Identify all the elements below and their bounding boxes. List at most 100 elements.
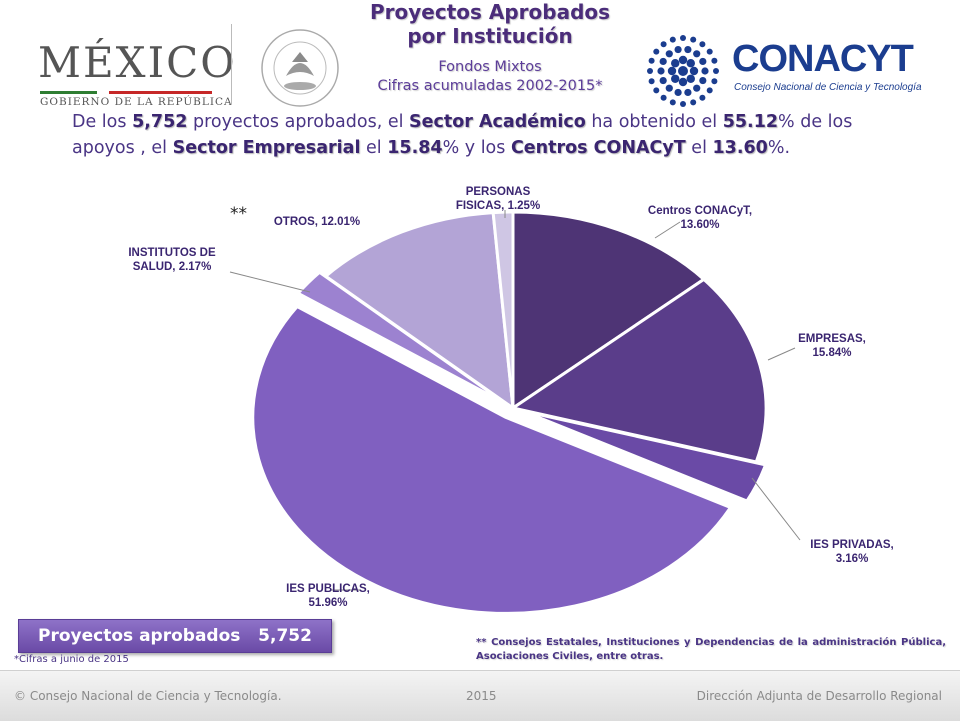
leader-line: [767, 347, 796, 361]
pie-slice: [323, 211, 515, 412]
conacyt-dots-icon: [647, 35, 719, 107]
pie-slice: [491, 210, 515, 409]
otros-footnote-marker: **: [230, 204, 247, 224]
summary-text: proyectos aprobados, el: [187, 112, 410, 132]
leader-line: [229, 271, 311, 293]
summary-highlight: Sector Empresarial: [172, 138, 361, 158]
conacyt-dot: [674, 45, 682, 54]
mexico-government-logo: MÉXICO GOBIERNO DE LA REPÚBLICA: [38, 38, 235, 108]
slice-label: PERSONAS FISICAS, 1.25%: [456, 186, 540, 212]
conacyt-dot: [678, 77, 688, 87]
conacyt-dot: [669, 99, 676, 106]
conacyt-dot: [653, 48, 660, 55]
conacyt-dot: [684, 45, 692, 54]
conacyt-dot: [701, 67, 709, 75]
conacyt-dot: [678, 66, 688, 76]
pie-slice: [511, 210, 707, 411]
data-date-note: *Cifras a junio de 2015: [14, 654, 129, 665]
conacyt-dot: [647, 68, 653, 74]
footnote-marker: **: [476, 637, 487, 648]
summary-text: % y los: [442, 138, 511, 158]
conacyt-dot: [690, 36, 697, 43]
conacyt-dot: [669, 36, 676, 43]
footer-bar: © Consejo Nacional de Ciencia y Tecnolog…: [0, 670, 960, 721]
conacyt-dot: [648, 57, 655, 64]
logo-divider: [231, 24, 232, 104]
conacyt-dot: [665, 50, 673, 58]
total-value: 5,752: [258, 626, 312, 646]
summary-highlight: 55.12: [722, 112, 779, 132]
conacyt-dot: [706, 48, 713, 55]
conacyt-dot: [648, 78, 655, 85]
title-line-2: por Institución: [407, 24, 573, 48]
mexico-subtitle: GOBIERNO DE LA REPÚBLICA: [40, 96, 233, 108]
conacyt-dot: [684, 88, 692, 97]
conacyt-dot: [680, 35, 686, 41]
national-seal-icon: [261, 29, 339, 107]
subtitle-line-1: Fondos Mixtos: [438, 59, 542, 75]
conacyt-dot: [686, 59, 695, 68]
conacyt-dot: [699, 41, 706, 48]
conacyt-dot: [674, 88, 682, 97]
conacyt-dot: [660, 94, 667, 101]
conacyt-dot: [713, 68, 719, 74]
slice-label: EMPRESAS, 15.84%: [798, 333, 866, 359]
pie-slice: [251, 304, 733, 615]
conacyt-dot: [667, 66, 677, 76]
summary-highlight: 15.84: [387, 138, 443, 158]
chart-subtitle: Fondos Mixtos Cifras acumuladas 2002-201…: [340, 58, 640, 96]
summary-highlight: Sector Académico: [409, 112, 586, 132]
summary-text: % de los apoyos , el: [72, 112, 853, 158]
conacyt-dot: [699, 94, 706, 101]
summary-highlight: Centros CONACyT: [510, 138, 686, 158]
summary-text: ha obtenido el: [585, 112, 723, 132]
flag-color-bar: [40, 91, 212, 94]
conacyt-dot: [690, 99, 697, 106]
conacyt-dot: [659, 57, 667, 66]
title-line-1: Proyectos Aprobados: [369, 0, 611, 24]
conacyt-dot: [659, 76, 667, 85]
footnote-text: Consejos Estatales, Instituciones y Depe…: [476, 637, 946, 662]
conacyt-subtitle: Consejo Nacional de Ciencia y Tecnología: [734, 82, 922, 93]
footer-year: 2015: [466, 689, 497, 703]
slice-label: IES PRIVADAS, 3.16%: [810, 539, 894, 565]
slice-label: Centros CONACyT, 13.60%: [648, 205, 752, 231]
subtitle-line-2: Cifras acumuladas 2002-2015*: [377, 78, 603, 94]
conacyt-dot: [711, 57, 718, 64]
total-projects-badge: Proyectos aprobados 5,752: [18, 619, 332, 653]
conacyt-wordmark: CONACYT: [732, 38, 914, 80]
leader-line: [751, 477, 801, 541]
summary-highlight: 13.60: [712, 138, 768, 158]
conacyt-dot: [657, 67, 665, 75]
conacyt-dot: [711, 78, 718, 85]
conacyt-dot: [653, 87, 660, 94]
summary-highlight: 5,752: [132, 112, 188, 132]
slice-label: IES PUBLICAS, 51.96%: [286, 583, 370, 609]
footer-department: Dirección Adjunta de Desarrollo Regional: [696, 689, 942, 703]
conacyt-dot: [671, 74, 680, 83]
conacyt-dot: [699, 76, 707, 85]
pie-slice: [509, 277, 768, 464]
summary-text: De los: [72, 112, 133, 132]
summary-text: el: [360, 138, 388, 158]
footer-copyright: © Consejo Nacional de Ciencia y Tecnolog…: [14, 689, 282, 703]
conacyt-dot: [689, 66, 699, 76]
slice-label: INSTITUTOS DE SALUD, 2.17%: [128, 247, 216, 273]
chart-title: Proyectos Aprobados por Institución: [340, 0, 640, 48]
footnote: ** Consejos Estatales, Instituciones y D…: [476, 636, 946, 664]
summary-paragraph: De los 5,752 proyectos aprobados, el Sec…: [72, 109, 892, 161]
conacyt-dot: [680, 101, 686, 107]
conacyt-dot: [660, 41, 667, 48]
summary-text: %.: [767, 138, 791, 158]
conacyt-dot: [686, 74, 695, 83]
pie-slice: [521, 409, 768, 503]
summary-text: el: [685, 138, 713, 158]
total-label: Proyectos aprobados: [38, 626, 241, 646]
pie-slice: [295, 270, 508, 406]
slice-label: OTROS, 12.01%: [274, 216, 360, 228]
conacyt-dot: [665, 84, 673, 92]
conacyt-dot: [671, 59, 680, 68]
mexico-wordmark: MÉXICO: [38, 38, 237, 87]
leader-line: [654, 221, 681, 239]
